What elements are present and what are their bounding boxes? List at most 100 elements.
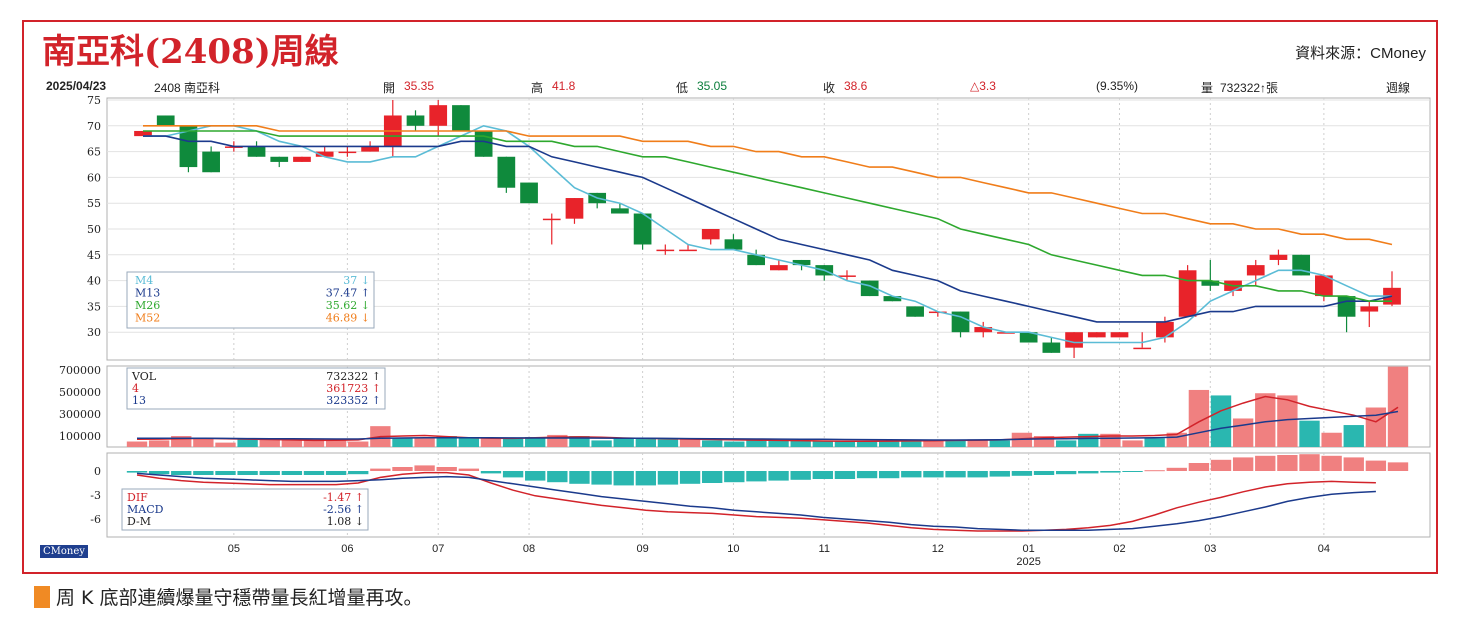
volume-bar [126, 441, 148, 447]
candle-body [656, 249, 675, 252]
volume-bar [1188, 389, 1210, 447]
info-period: 週線 [1386, 81, 1411, 95]
macd-osc-bar [812, 471, 833, 479]
macd-osc-bar [724, 471, 745, 483]
macd-osc-bar [1011, 471, 1033, 476]
candle-body [338, 151, 357, 154]
x-year-label: 2025 [1016, 556, 1040, 568]
volume-bar [502, 438, 524, 447]
ma-line-m13 [143, 135, 1393, 323]
ma-legend-value: 46.89 ↓ [326, 312, 370, 325]
info-stock: 2408 南亞科 [154, 81, 221, 95]
info-open-label: 開 [383, 81, 396, 95]
x-tick-label: 05 [228, 543, 240, 555]
volume-bar [1321, 432, 1342, 447]
macd-osc-bar [237, 471, 258, 475]
info-vol: 732322↑張 [1220, 81, 1279, 95]
ma-legend-value: 37 ↓ [343, 274, 370, 287]
volume-bar [1343, 425, 1364, 447]
x-tick-label: 06 [341, 543, 353, 555]
price-y-tick: 30 [87, 326, 101, 339]
volume-bar [901, 440, 922, 447]
volume-bar [591, 440, 612, 447]
volume-bar [989, 440, 1010, 447]
candle-body [769, 265, 788, 271]
price-y-tick: 45 [87, 249, 101, 262]
macd-osc-bar [635, 471, 657, 486]
volume-bar [1210, 395, 1232, 447]
volume-bar [303, 439, 325, 447]
macd-osc-bar [1255, 455, 1276, 471]
macd-osc-bar [1232, 457, 1254, 471]
volume-bar [1100, 433, 1121, 447]
info-change: △3.3 [970, 79, 996, 93]
candle-body [315, 151, 334, 157]
volume-bar [856, 440, 878, 447]
macd-osc-bar [790, 471, 811, 480]
volume-bar [768, 440, 789, 447]
x-tick-label: 01 [1023, 543, 1035, 555]
macd-osc-bar [657, 471, 679, 485]
macd-osc-bar [768, 471, 789, 481]
macd-osc-bar [458, 468, 480, 471]
volume-bar [259, 438, 280, 447]
info-close: 38.6 [844, 79, 868, 93]
macd-osc-bar [856, 471, 878, 479]
volume-bar [1122, 440, 1143, 447]
volume-bar [1277, 395, 1298, 447]
caption-text: 周 K 底部連續爆量守穩帶量長紅增量再攻。 [56, 587, 423, 609]
volume-bar [967, 439, 988, 447]
candle-body [611, 208, 629, 214]
x-tick-label: 08 [523, 543, 535, 555]
info-open: 35.35 [404, 79, 435, 93]
macd-y-tick: 0 [94, 465, 101, 478]
candle-body [1019, 332, 1038, 343]
price-y-tick: 70 [87, 120, 101, 133]
volume-bar [613, 438, 634, 447]
volume-bar [458, 438, 480, 447]
volume-bar [392, 438, 413, 447]
macd-osc-bar [1166, 467, 1187, 471]
candle-body [156, 115, 175, 126]
candle-body [906, 306, 924, 317]
candle-body [565, 198, 584, 219]
macd-legend-value: -1.47 ↑ [323, 491, 364, 504]
macd-osc-bar [547, 471, 568, 483]
x-tick-label: 12 [932, 543, 944, 555]
volume-bar [1033, 436, 1055, 447]
volume-bar [923, 440, 944, 447]
macd-osc-bar [923, 471, 944, 478]
macd-osc-bar [370, 468, 391, 471]
x-tick-label: 09 [636, 543, 648, 555]
candle-body [247, 146, 266, 157]
macd-osc-bar [1144, 470, 1165, 472]
info-low-label: 低 [676, 81, 689, 95]
volume-bar [281, 439, 303, 447]
x-tick-label: 07 [432, 543, 444, 555]
macd-osc-bar [193, 471, 214, 475]
macd-osc-bar [945, 471, 966, 478]
volume-bar [1144, 438, 1165, 447]
vol-ma4-line [136, 395, 1399, 443]
macd-osc-bar [126, 471, 148, 473]
x-tick-label: 03 [1204, 543, 1216, 555]
ma-legend-box [126, 271, 375, 329]
candle-body [134, 130, 152, 137]
vol-legend-value: 323352 ↑ [326, 394, 381, 407]
candle-body [1110, 332, 1129, 338]
vol-y-tick: 300000 [59, 408, 101, 421]
volume-bar [193, 438, 214, 447]
volume-bar [1255, 393, 1276, 447]
macd-osc-bar [702, 471, 723, 483]
price-y-tick: 60 [87, 171, 101, 184]
candle-body [883, 296, 902, 302]
candle-body [838, 275, 856, 277]
volume-bar [348, 441, 369, 447]
volume-bar [1055, 440, 1077, 447]
volume-bar [436, 436, 457, 447]
macd-osc-bar [1343, 457, 1364, 471]
volume-bar [148, 440, 170, 447]
volume-bar [635, 438, 657, 447]
candle-body [1360, 306, 1379, 312]
